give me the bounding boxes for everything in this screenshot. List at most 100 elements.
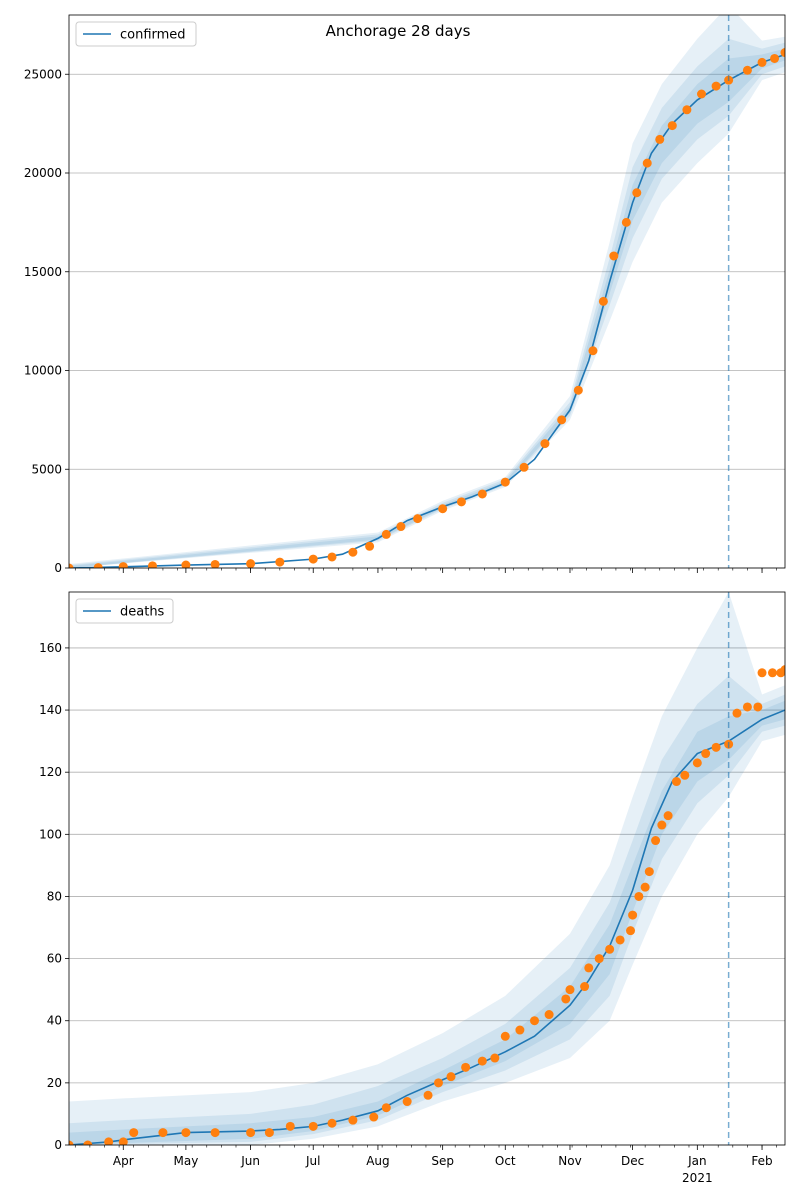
deaths-y-tick-label: 120: [39, 765, 62, 779]
confirmed-plot-area: [69, 15, 785, 568]
confirmed-observed-point: [557, 415, 567, 425]
confirmed-observed-point: [348, 547, 358, 557]
confirmed-y-tick-label: 15000: [24, 265, 62, 279]
confirmed-observed-point: [118, 562, 128, 568]
confirmed-legend-box: [75, 21, 197, 47]
deaths-y-tick-label: 100: [39, 827, 62, 841]
deaths-observed-point: [246, 1128, 256, 1138]
confirmed-observed-point: [780, 48, 785, 58]
x-tick-label-year: 2021: [682, 1171, 713, 1185]
x-tick-label-jan: Jan: [687, 1154, 707, 1168]
confirmed-observed-point: [365, 541, 375, 551]
confirmed-y-tick-label: 20000: [24, 166, 62, 180]
deaths-axes-frame: [68, 591, 786, 1146]
deaths-observed-point: [308, 1121, 318, 1131]
deaths-observed-point: [651, 836, 661, 846]
deaths-legend-label: deaths: [120, 605, 165, 620]
deaths-observed-point: [544, 1010, 554, 1020]
deaths-observed-point: [423, 1090, 433, 1100]
deaths-legend: deaths: [75, 598, 174, 624]
confirmed-observed-point: [500, 477, 510, 487]
confirmed-observed-point: [327, 552, 337, 562]
confirmed-observed-point: [770, 53, 780, 63]
deaths-observed-point: [680, 770, 690, 780]
deaths-observed-point: [530, 1016, 540, 1026]
deaths-confidence-band-2: [69, 675, 785, 1145]
x-tick-label-feb: Feb: [751, 1154, 772, 1168]
deaths-observed-point: [565, 985, 575, 995]
confirmed-observed-point: [381, 529, 391, 539]
confirmed-observed-point: [519, 462, 529, 472]
deaths-observed-point: [711, 742, 721, 752]
deaths-observed-point: [757, 668, 767, 678]
deaths-observed-point: [381, 1103, 391, 1113]
confirmed-observed-point: [757, 57, 767, 67]
deaths-observed-point: [348, 1115, 358, 1125]
deaths-legend-box: [75, 598, 174, 624]
deaths-observed-point: [285, 1121, 295, 1131]
deaths-panel: 0 20 40 60 80 100 120 140 160 Apr May Jun Jul Aug Sep O…: [39, 591, 786, 1185]
deaths-observed-point: [605, 944, 615, 954]
deaths-observed-point: [158, 1128, 168, 1138]
deaths-observed-point: [626, 926, 636, 936]
confirmed-observed-point: [642, 158, 652, 168]
deaths-observed-point: [118, 1137, 128, 1145]
deaths-observed-point: [640, 882, 650, 892]
confirmed-y-tick-label: 0: [54, 561, 62, 575]
deaths-observed-point: [657, 820, 667, 830]
confirmed-observed-point: [621, 217, 631, 227]
deaths-observed-point: [264, 1128, 274, 1138]
deaths-observed-point: [490, 1053, 500, 1063]
confirmed-legend: confirmed: [75, 21, 197, 47]
deaths-y-tick-label: 40: [47, 1014, 62, 1028]
deaths-observed-point: [780, 665, 785, 675]
deaths-observed-point: [692, 758, 702, 768]
deaths-observed-point: [69, 1140, 74, 1145]
x-tick-label-jun: Jun: [240, 1154, 260, 1168]
deaths-y-tick-label: 20: [47, 1076, 62, 1090]
confirmed-confidence-band-2: [69, 38, 785, 568]
deaths-observed-point: [767, 668, 777, 678]
deaths-observed-point: [515, 1025, 525, 1035]
deaths-observed-point: [561, 994, 571, 1004]
confirmed-observed-point: [69, 563, 74, 568]
confirmed-y-tick-label: 5000: [31, 462, 62, 476]
x-tick-label-sep: Sep: [431, 1154, 454, 1168]
confirmed-observed-point: [598, 296, 608, 306]
confirmed-observed-point: [711, 81, 721, 91]
confirmed-observed-point: [588, 346, 598, 356]
confirmed-observed-point: [682, 105, 692, 115]
deaths-observed-point: [477, 1056, 487, 1066]
confirmed-observed-point: [573, 385, 583, 395]
x-tick-label-nov: Nov: [558, 1154, 581, 1168]
confirmed-observed-point: [413, 514, 423, 524]
deaths-model-line: [69, 709, 785, 1145]
x-tick-label-dec: Dec: [621, 1154, 644, 1168]
confirmed-observed-point: [93, 563, 103, 568]
deaths-observed-point: [104, 1137, 114, 1145]
deaths-observed-point: [701, 749, 711, 759]
confirmed-observed-point: [477, 489, 487, 499]
deaths-observed-point: [580, 982, 590, 992]
deaths-observed-point: [446, 1072, 456, 1082]
deaths-observed-point: [402, 1097, 412, 1107]
deaths-confidence-band-1: [69, 592, 785, 1145]
confirmed-observed-point: [609, 251, 619, 261]
confirmed-observed-point: [697, 89, 707, 99]
deaths-observed-point: [671, 777, 681, 787]
confirmed-y-tick-label: 10000: [24, 364, 62, 378]
confirmed-confidence-band-3: [69, 48, 785, 568]
x-tick-label-apr: Apr: [113, 1154, 134, 1168]
deaths-observed-point: [461, 1062, 471, 1072]
deaths-observed-point: [742, 702, 752, 712]
x-tick-label-aug: Aug: [366, 1154, 389, 1168]
confirmed-legend-label: confirmed: [120, 28, 186, 43]
figure-title: Anchorage 28 days: [326, 22, 471, 40]
confirmed-observed-point: [667, 121, 677, 131]
confirmed-observed-point: [147, 561, 157, 568]
confirmed-observed-point: [308, 554, 318, 564]
confirmed-observed-point: [438, 504, 448, 514]
deaths-plot-area: [69, 592, 785, 1145]
confirmed-y-tick-label: 25000: [24, 67, 62, 81]
